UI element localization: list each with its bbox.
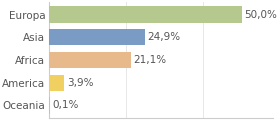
Bar [49,97,50,114]
Text: 21,1%: 21,1% [133,55,166,65]
Text: 0,1%: 0,1% [52,100,78,110]
Bar [49,75,64,91]
Text: 24,9%: 24,9% [148,32,181,42]
Bar [49,6,242,23]
Text: 3,9%: 3,9% [67,78,93,88]
Bar [49,52,131,68]
Text: 50,0%: 50,0% [244,10,277,20]
Bar [49,29,145,45]
